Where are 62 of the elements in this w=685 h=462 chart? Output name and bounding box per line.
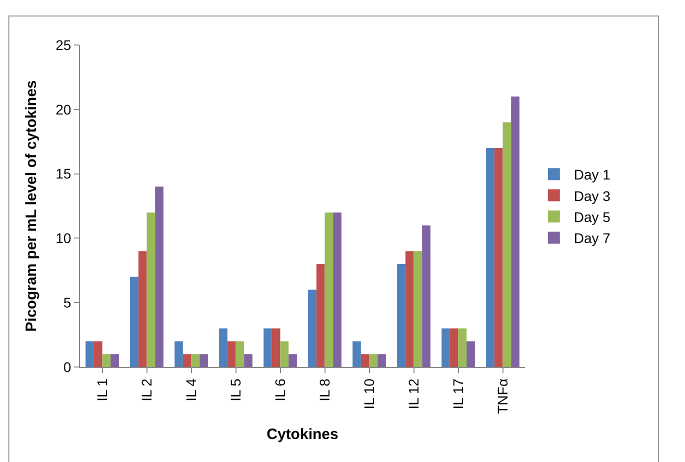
x-axis-title: Cytokines bbox=[266, 426, 338, 443]
bar bbox=[227, 341, 236, 367]
bar bbox=[86, 341, 94, 367]
x-tick-label: IL 2 bbox=[138, 378, 154, 402]
bar bbox=[110, 354, 119, 367]
bar bbox=[146, 212, 156, 367]
bar bbox=[360, 354, 370, 367]
bar bbox=[442, 328, 450, 367]
bar bbox=[511, 96, 520, 367]
bar bbox=[244, 354, 252, 367]
x-tick-label: IL 10 bbox=[360, 378, 377, 410]
legend-label: Day 1 bbox=[574, 166, 611, 183]
bar bbox=[352, 341, 361, 367]
x-tick-label: IL 8 bbox=[316, 378, 332, 402]
bar bbox=[422, 225, 430, 367]
bar bbox=[272, 328, 280, 367]
y-tick-label: 10 bbox=[56, 230, 72, 246]
y-tick-label: 5 bbox=[63, 294, 72, 310]
bar bbox=[324, 212, 334, 367]
y-tick-label: 0 bbox=[63, 358, 72, 375]
bar bbox=[280, 341, 289, 367]
bar bbox=[94, 341, 102, 367]
bar bbox=[378, 354, 386, 367]
bar bbox=[219, 328, 228, 367]
x-tick-label: IL 12 bbox=[405, 378, 422, 410]
bar bbox=[486, 148, 494, 367]
bar bbox=[494, 148, 503, 367]
x-tick-label: IL 17 bbox=[450, 378, 466, 410]
x-tick-label: IL 4 bbox=[182, 378, 199, 402]
bar bbox=[502, 122, 512, 367]
bar bbox=[450, 328, 458, 367]
bar bbox=[182, 354, 192, 367]
bar bbox=[191, 354, 200, 367]
bar bbox=[200, 354, 208, 367]
y-tick-label: 15 bbox=[56, 166, 72, 182]
bar bbox=[458, 328, 467, 367]
bar bbox=[130, 276, 138, 367]
bar bbox=[102, 354, 111, 367]
bar bbox=[308, 290, 316, 367]
y-axis-title: Picogram per mL level of cytokines bbox=[22, 80, 40, 332]
bar bbox=[397, 264, 406, 367]
x-tick-label: IL 6 bbox=[272, 378, 288, 402]
y-tick-label: 25 bbox=[56, 36, 72, 53]
bar bbox=[466, 341, 475, 367]
bar bbox=[264, 328, 272, 367]
bar bbox=[155, 186, 164, 367]
x-tick-label: IL 1 bbox=[94, 378, 110, 402]
x-tick-label: TNFα bbox=[494, 378, 510, 414]
bar bbox=[174, 341, 183, 367]
bar bbox=[138, 251, 147, 367]
bar bbox=[333, 212, 342, 367]
legend-label: Day 3 bbox=[574, 188, 611, 204]
bar bbox=[405, 251, 414, 367]
bar bbox=[414, 251, 422, 367]
x-tick-label: IL 5 bbox=[227, 378, 244, 402]
legend-label: Day 5 bbox=[574, 208, 611, 225]
bar bbox=[236, 341, 244, 367]
legend-label: Day 7 bbox=[574, 230, 611, 246]
bar bbox=[316, 264, 325, 367]
y-tick-label: 20 bbox=[56, 101, 72, 118]
bar bbox=[288, 354, 297, 367]
bar bbox=[369, 354, 378, 367]
